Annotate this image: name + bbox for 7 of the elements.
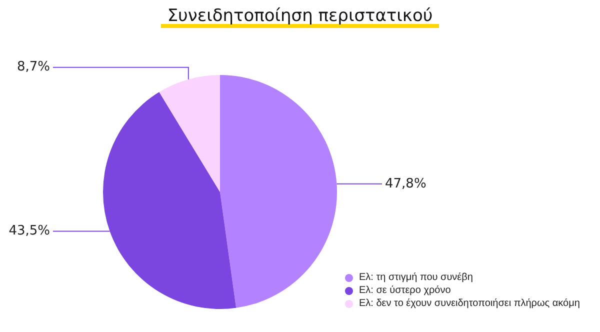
chart-title: Συνειδητοποίηση περιστατικού bbox=[161, 6, 439, 28]
legend-label: Ελ: δεν το έχουν συνειδητοποιήσει πλήρως ακόμη bbox=[359, 298, 580, 309]
data-label: 43,5% bbox=[8, 224, 50, 239]
legend-label: Ελ: τη στιγμή που συνέβη bbox=[359, 272, 473, 283]
legend-label: Ελ: σε ύστερο χρόνο bbox=[359, 285, 451, 296]
data-label: 47,8% bbox=[385, 176, 426, 192]
data-label: 8,7% bbox=[16, 60, 50, 75]
